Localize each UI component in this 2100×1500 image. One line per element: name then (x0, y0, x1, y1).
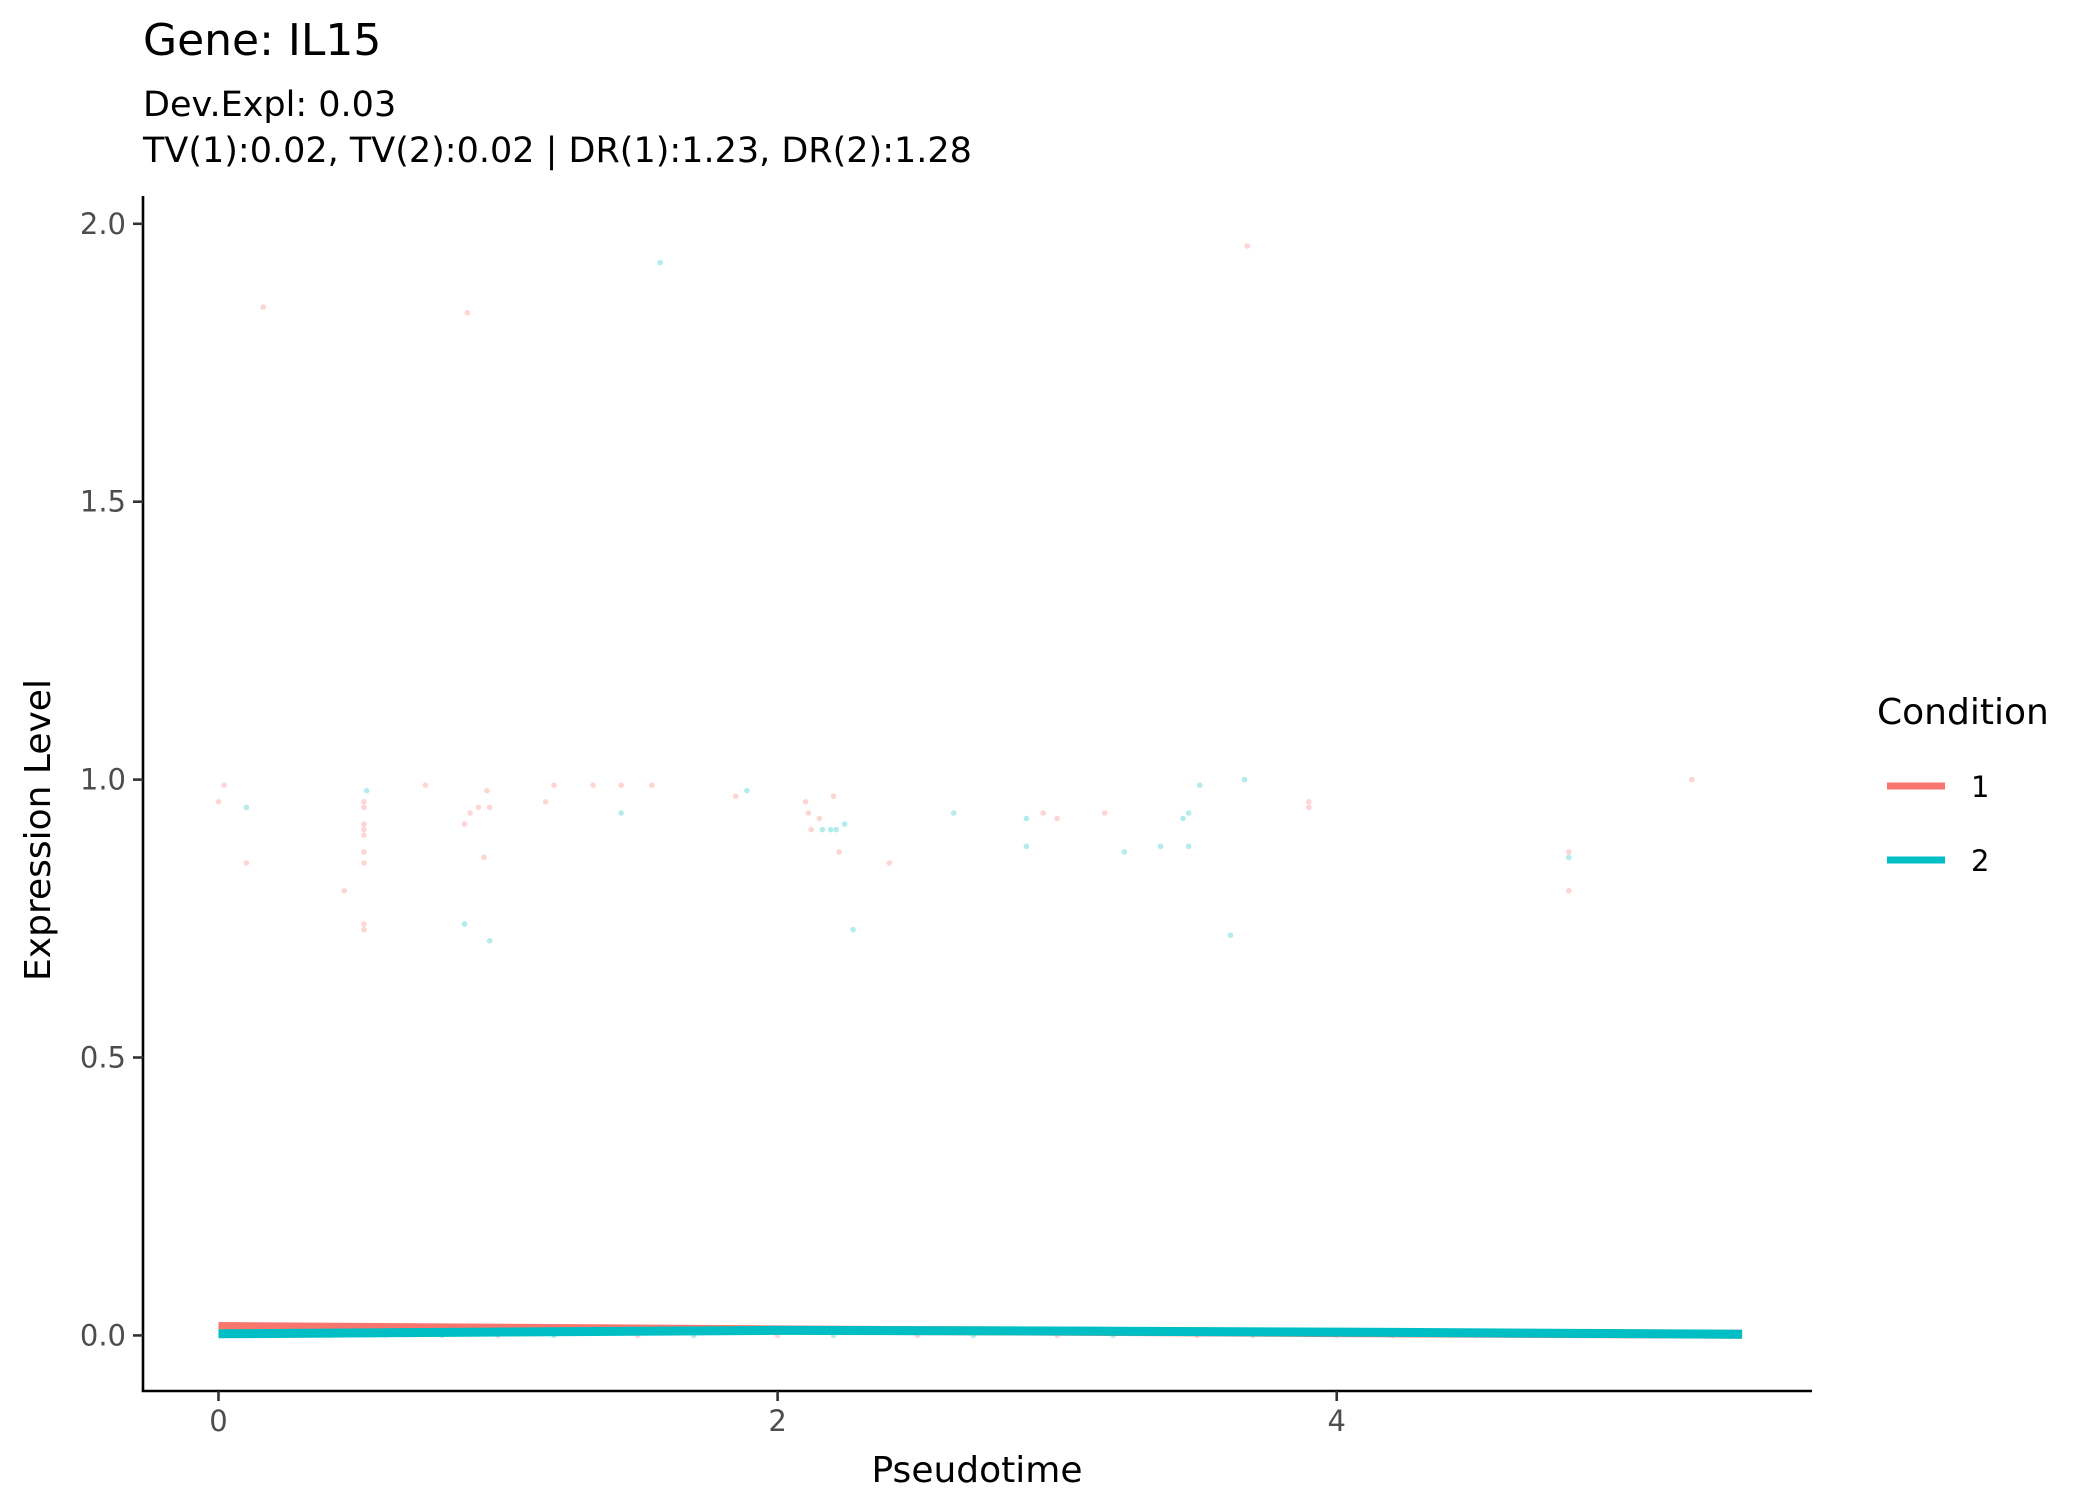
data-point-series-1-27 (732, 793, 739, 800)
data-point-series-1-35 (1040, 810, 1046, 816)
y-tick-label-1: 0.5 (80, 1041, 126, 1075)
data-point-series-2-7 (819, 826, 826, 833)
data-point-series-2-3 (486, 938, 493, 944)
data-point-series-1-9 (361, 826, 367, 833)
data-point-series-1-37 (1101, 810, 1108, 816)
data-point-series-1-36 (1054, 815, 1060, 822)
data-point-series-1-1 (221, 782, 227, 788)
data-point-series-1-13 (361, 926, 367, 933)
data-point-series-1-29 (805, 810, 812, 816)
legend: Condition 1 2 (1877, 692, 2049, 878)
data-point-series-1-20 (484, 787, 490, 794)
data-point-series-2-22 (1241, 776, 1248, 783)
data-point-series-1-7 (361, 804, 367, 811)
data-point-series-2-18 (1185, 843, 1192, 850)
chart-subtitle-line-2: TV(1):0.02, TV(2):0.02 | DR(1):1.23, DR(… (142, 131, 972, 171)
y-tick-label-4: 2.0 (80, 207, 126, 241)
data-point-series-1-4 (341, 888, 348, 894)
data-point-series-2-19 (1185, 810, 1192, 816)
data-point-series-2-23 (1566, 854, 1572, 861)
data-point-series-1-41 (1566, 849, 1572, 855)
data-point-series-2-11 (850, 926, 856, 933)
y-tick-label-3: 1.5 (80, 485, 126, 519)
fit-lines-layer (218, 1322, 1743, 1339)
data-point-series-1-42 (1566, 888, 1572, 894)
data-point-series-2-15 (1121, 849, 1128, 855)
data-point-series-2-4 (618, 810, 624, 816)
data-point-series-1-5 (361, 821, 367, 827)
data-point-series-1-39 (1306, 799, 1312, 805)
data-point-series-1-28 (802, 799, 809, 805)
data-point-series-1-3 (260, 304, 267, 311)
data-point-series-2-16 (1157, 843, 1164, 850)
data-point-series-2-17 (1180, 815, 1186, 822)
y-axis-title: Expression Level (18, 679, 59, 981)
data-point-series-1-8 (361, 832, 367, 838)
data-point-series-2-2 (461, 921, 468, 927)
data-point-series-2-21 (1227, 932, 1234, 938)
data-point-series-1-43 (1689, 776, 1695, 783)
data-point-series-2-0 (243, 804, 250, 811)
data-point-series-1-40 (1306, 804, 1312, 811)
x-tick-label-2: 4 (1328, 1404, 1346, 1438)
data-point-series-1-33 (836, 849, 842, 855)
data-point-series-2-13 (1023, 815, 1030, 822)
data-point-series-1-22 (542, 799, 549, 805)
legend-label-1: 1 (1971, 770, 1989, 804)
x-ticks: 0 2 4 (209, 1391, 1346, 1438)
x-tick-label-0: 0 (209, 1404, 227, 1438)
data-point-series-2-1 (363, 787, 370, 794)
data-point-series-1-16 (464, 309, 471, 316)
data-point-series-1-0 (215, 799, 222, 805)
x-axis-title: Pseudotime (871, 1450, 1082, 1491)
legend-label-2: 2 (1971, 844, 1989, 878)
y-tick-label-0: 0.0 (80, 1318, 126, 1352)
data-point-series-2-6 (744, 787, 750, 794)
data-point-series-1-26 (649, 782, 655, 788)
data-point-series-2-8 (827, 826, 834, 833)
data-point-series-1-11 (361, 860, 367, 866)
data-point-series-1-12 (361, 921, 367, 927)
data-point-series-1-32 (830, 793, 837, 800)
data-point-series-1-23 (551, 782, 557, 788)
data-point-series-2-14 (1023, 843, 1030, 850)
data-point-series-1-6 (361, 799, 367, 805)
data-point-series-1-31 (816, 815, 823, 822)
data-point-series-2-5 (657, 259, 663, 266)
y-tick-label-2: 1.0 (80, 763, 126, 797)
data-point-series-2-20 (1197, 782, 1203, 788)
data-point-series-2-9 (833, 826, 840, 833)
data-point-series-1-10 (361, 849, 367, 855)
data-point-series-1-21 (486, 804, 493, 811)
fit-line-series-2 (218, 1325, 1743, 1339)
data-point-series-1-30 (808, 826, 814, 833)
data-point-series-1-38 (1244, 243, 1251, 249)
legend-title: Condition (1877, 692, 2049, 733)
x-tick-label-1: 2 (768, 1404, 786, 1438)
data-point-series-1-15 (461, 821, 468, 827)
data-point-series-1-2 (243, 860, 250, 866)
data-point-series-1-14 (422, 782, 429, 788)
data-point-series-1-18 (475, 804, 482, 811)
points-layer (215, 243, 1703, 1339)
chart-subtitle-line-1: Dev.Expl: 0.03 (143, 85, 396, 125)
data-point-series-1-19 (481, 854, 487, 861)
y-ticks: 0.0 0.5 1.0 1.5 2.0 (80, 207, 143, 1352)
data-point-series-1-24 (590, 782, 596, 788)
chart-title: Gene: IL15 (143, 15, 381, 66)
data-point-series-1-17 (467, 810, 473, 816)
data-point-series-2-10 (841, 821, 848, 827)
data-point-series-1-34 (886, 860, 893, 866)
data-point-series-2-12 (950, 810, 957, 816)
data-point-series-1-25 (618, 782, 624, 788)
